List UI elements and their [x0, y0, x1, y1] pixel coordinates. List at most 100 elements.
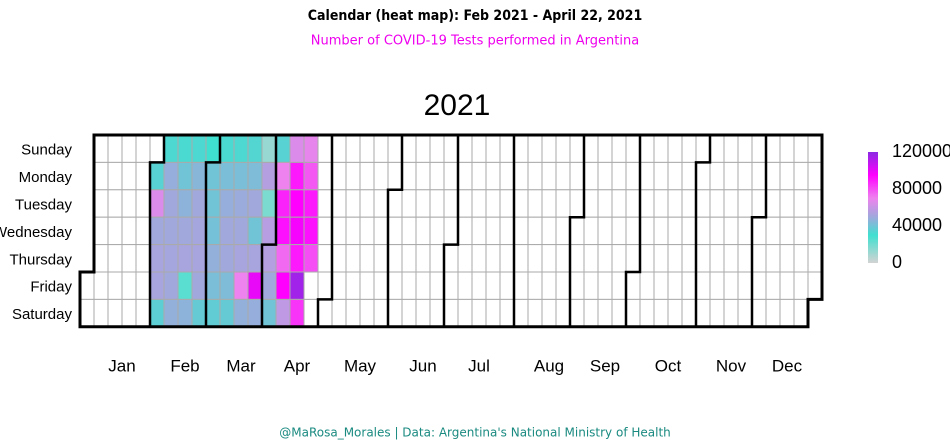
day-cell: [331, 161, 347, 191]
day-cell: [317, 216, 333, 246]
day-cell: [387, 161, 403, 191]
day-cell: [597, 216, 613, 246]
day-cell: [373, 216, 389, 246]
day-cell: [429, 189, 445, 218]
day-cell: [499, 271, 515, 300]
day-cell: [779, 189, 795, 218]
day-cell: [457, 161, 473, 191]
day-cell: [457, 189, 473, 218]
day-cell: [401, 216, 417, 246]
day-cell: [681, 244, 697, 273]
month-boundary: [204, 135, 222, 327]
day-cell: [373, 161, 389, 191]
heat-cell: [275, 134, 291, 163]
day-cell: [527, 216, 543, 246]
day-cell: [149, 134, 165, 163]
heat-cell: [149, 244, 165, 273]
calendar-overlay: [78, 133, 824, 329]
heat-cell: [275, 244, 291, 273]
day-cell: [667, 161, 683, 191]
day-cell: [121, 271, 137, 300]
heat-cell: [247, 298, 263, 328]
heat-cell: [177, 271, 193, 300]
day-cell: [597, 271, 613, 300]
day-cell: [107, 134, 123, 163]
day-cell: [331, 189, 347, 218]
day-cell: [513, 244, 529, 273]
colorbar: [868, 152, 878, 263]
heat-cell: [233, 298, 249, 328]
day-cell: [387, 189, 403, 218]
day-cell: [443, 271, 459, 300]
day-cell: [387, 298, 403, 328]
day-cell: [793, 134, 809, 163]
day-cell: [401, 298, 417, 328]
heat-cell: [163, 244, 179, 273]
month-label: Sep: [590, 356, 620, 375]
day-cell: [807, 244, 823, 273]
day-cell: [751, 298, 767, 328]
heat-cell: [163, 216, 179, 246]
day-cell: [135, 298, 151, 328]
day-cell: [485, 244, 501, 273]
day-cell: [359, 134, 375, 163]
day-cell: [695, 271, 711, 300]
month-boundary: [624, 135, 642, 327]
heat-cell: [261, 161, 277, 191]
day-cell: [597, 161, 613, 191]
day-cell: [737, 189, 753, 218]
day-cell: [107, 216, 123, 246]
day-cell: [457, 216, 473, 246]
heat-cell: [289, 161, 305, 191]
day-cell: [373, 244, 389, 273]
day-cell: [513, 271, 529, 300]
day-cell: [625, 298, 641, 328]
day-cell: [681, 189, 697, 218]
day-cell: [625, 134, 641, 163]
heat-cell: [289, 189, 305, 218]
day-cell: [793, 271, 809, 300]
day-cell: [471, 161, 487, 191]
heat-cell: [163, 134, 179, 163]
day-cell: [345, 134, 361, 163]
day-cell: [527, 134, 543, 163]
day-cell: [499, 134, 515, 163]
day-cell: [779, 244, 795, 273]
day-cell: [695, 298, 711, 328]
heat-cell: [233, 216, 249, 246]
day-cell: [681, 271, 697, 300]
day-cell: [135, 189, 151, 218]
weekday-label: Saturday: [12, 306, 73, 323]
day-cell: [653, 134, 669, 163]
day-cell: [121, 161, 137, 191]
day-cell: [415, 244, 431, 273]
month-label: Aug: [534, 356, 564, 375]
month-boundary: [750, 135, 768, 327]
day-cell: [709, 216, 725, 246]
day-cell: [527, 298, 543, 328]
heat-cell: [247, 244, 263, 273]
day-cell: [135, 244, 151, 273]
month-label: Jan: [108, 356, 135, 375]
heat-cell: [289, 271, 305, 300]
heat-cell: [191, 161, 207, 191]
day-cell: [121, 298, 137, 328]
day-cell: [401, 244, 417, 273]
heat-cell: [163, 298, 179, 328]
day-cell: [93, 271, 109, 300]
day-cell: [709, 134, 725, 163]
day-cell: [107, 298, 123, 328]
day-cell: [541, 298, 557, 328]
day-cell: [765, 244, 781, 273]
day-cell: [793, 161, 809, 191]
day-cell: [415, 189, 431, 218]
day-cell: [429, 134, 445, 163]
day-cell: [443, 298, 459, 328]
heat-cell: [247, 134, 263, 163]
day-cell: [485, 271, 501, 300]
day-cell: [667, 189, 683, 218]
colorbar-label: 80000: [892, 178, 942, 198]
day-cell: [793, 189, 809, 218]
heat-cell: [177, 189, 193, 218]
day-cell: [303, 271, 319, 300]
